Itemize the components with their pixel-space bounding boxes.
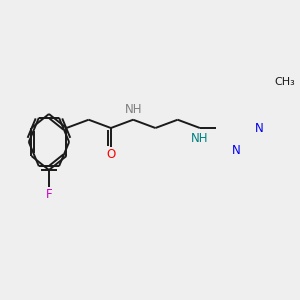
Text: NH: NH <box>124 103 142 116</box>
Text: O: O <box>106 148 116 161</box>
Text: N: N <box>232 143 240 157</box>
Text: NH: NH <box>191 133 208 146</box>
Text: F: F <box>46 188 52 202</box>
Text: N: N <box>255 122 264 134</box>
Text: CH₃: CH₃ <box>275 77 296 87</box>
